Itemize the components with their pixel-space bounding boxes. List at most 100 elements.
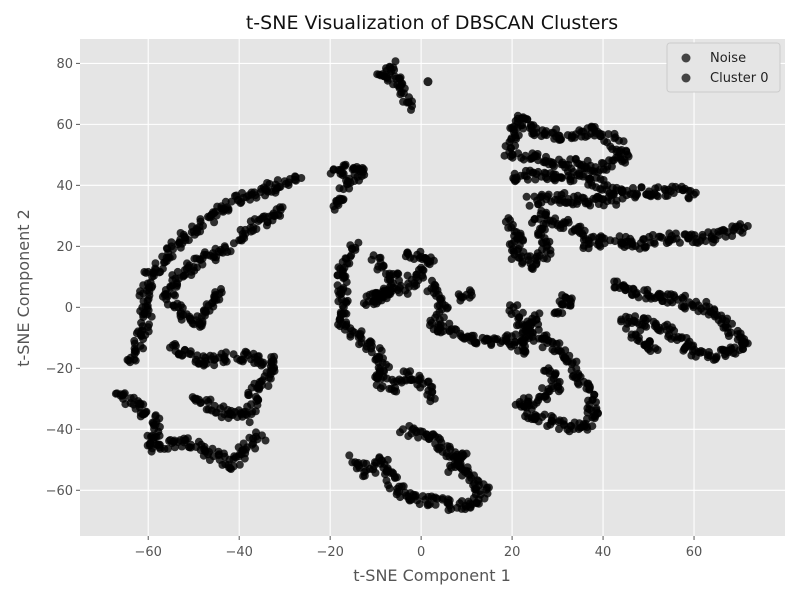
data-point: [548, 382, 557, 391]
data-point: [438, 305, 446, 314]
data-point: [202, 359, 211, 368]
data-point: [217, 202, 226, 211]
grid-lines: [80, 39, 785, 536]
y-tick-label: −60: [46, 484, 73, 499]
legend: Noise Cluster 0: [666, 42, 781, 93]
data-point: [511, 337, 519, 346]
data-point: [511, 400, 520, 409]
data-point: [430, 394, 439, 403]
data-point: [143, 296, 152, 305]
data-point: [501, 142, 510, 151]
data-point: [176, 309, 185, 318]
data-point: [248, 407, 257, 416]
data-point: [720, 346, 729, 355]
x-tick-label: 0: [417, 545, 425, 560]
data-point: [196, 399, 205, 408]
data-point: [701, 237, 710, 246]
data-point: [439, 327, 448, 336]
data-point: [137, 318, 146, 327]
data-point: [617, 239, 626, 248]
data-point: [635, 337, 643, 345]
data-point: [617, 315, 626, 324]
series-noise: [423, 77, 433, 87]
data-point: [222, 357, 231, 366]
data-point: [525, 201, 534, 210]
data-point: [431, 500, 440, 509]
data-point: [539, 254, 548, 263]
y-axis-label: t-SNE Component 2: [14, 209, 33, 367]
y-tick-label: 40: [56, 179, 73, 194]
data-point: [132, 329, 141, 338]
data-point: [588, 413, 597, 422]
data-point: [675, 238, 684, 247]
data-point: [555, 155, 563, 164]
x-tick-label: −60: [135, 545, 162, 560]
data-point: [535, 309, 544, 318]
data-point: [355, 463, 364, 472]
data-point: [579, 244, 588, 252]
data-point: [172, 282, 181, 291]
data-point: [653, 346, 662, 355]
data-point: [450, 325, 459, 334]
data-point: [599, 201, 608, 210]
data-point: [291, 175, 299, 184]
data-point: [564, 218, 573, 227]
data-point: [639, 314, 648, 323]
data-point: [534, 325, 543, 334]
data-point: [423, 77, 433, 87]
data-point: [166, 283, 175, 292]
y-tick-label: −40: [46, 423, 73, 438]
legend-marker-cluster-0: [681, 73, 691, 83]
legend-marker-noise: [681, 53, 691, 63]
data-point: [690, 190, 699, 199]
data-point: [467, 288, 476, 297]
legend-label-cluster-0: Cluster 0: [710, 71, 769, 86]
data-point: [204, 405, 213, 414]
data-point: [542, 152, 550, 161]
data-point: [190, 254, 199, 263]
data-point: [143, 431, 152, 440]
data-point: [139, 344, 148, 353]
data-point: [208, 444, 217, 453]
data-point: [382, 64, 390, 73]
data-point: [653, 324, 662, 333]
data-point: [149, 419, 158, 428]
data-point: [171, 291, 179, 300]
data-point: [551, 369, 560, 378]
data-point: [233, 196, 242, 205]
data-point: [579, 172, 587, 181]
data-point: [540, 168, 549, 177]
data-point: [398, 425, 407, 434]
data-point: [534, 200, 543, 209]
data-point: [514, 314, 523, 323]
data-point: [520, 171, 529, 180]
data-point: [145, 320, 153, 329]
data-point: [429, 494, 438, 503]
data-point: [697, 347, 705, 355]
data-point: [330, 205, 339, 214]
data-point: [339, 169, 348, 178]
data-point: [211, 291, 220, 299]
data-point: [532, 124, 541, 133]
data-point: [583, 408, 592, 417]
data-point: [687, 351, 696, 360]
data-point: [518, 320, 527, 329]
data-point: [138, 303, 147, 312]
data-point: [508, 123, 516, 132]
data-point: [163, 444, 172, 453]
data-point: [147, 312, 156, 321]
data-point: [217, 285, 225, 294]
data-point: [582, 384, 591, 393]
data-point: [555, 377, 564, 386]
data-point: [229, 462, 238, 471]
data-point: [222, 348, 230, 357]
data-point: [444, 506, 453, 515]
data-point: [264, 382, 273, 390]
legend-label-noise: Noise: [710, 51, 746, 66]
data-point: [573, 379, 582, 387]
data-point: [517, 153, 526, 162]
data-point: [454, 290, 463, 299]
x-axis-ticks: −60 −40 −20 0 20 40 60: [135, 536, 702, 560]
